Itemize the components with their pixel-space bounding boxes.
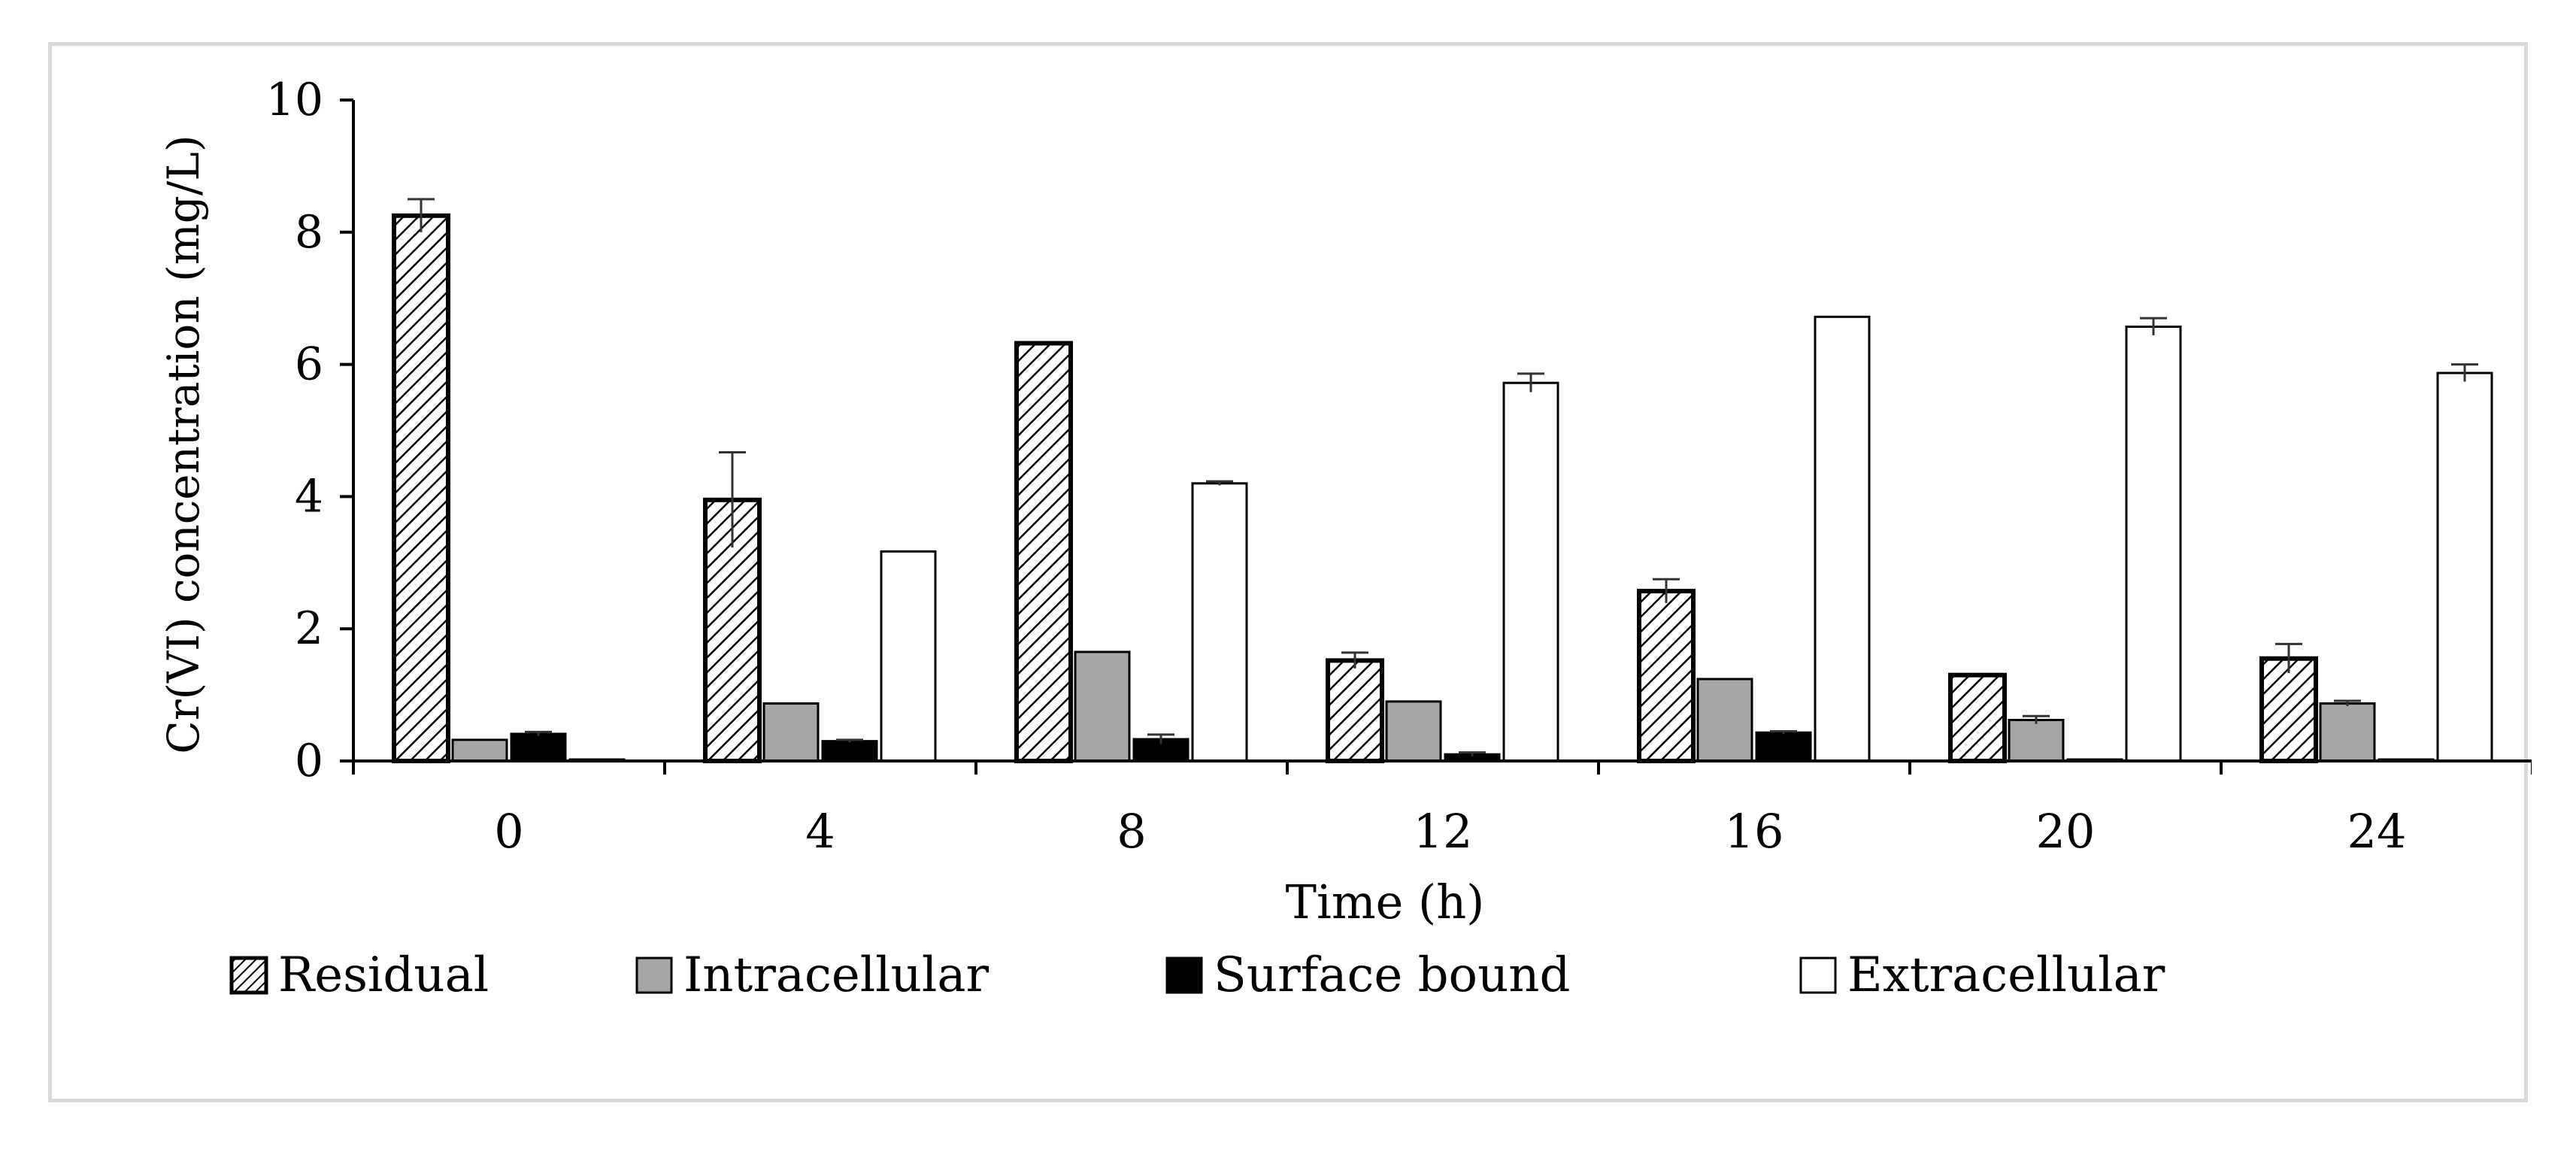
y-tick-label: 4 bbox=[295, 470, 323, 523]
bar-residual bbox=[392, 213, 450, 763]
legend-label: Residual bbox=[278, 947, 489, 1003]
y-tick-label: 2 bbox=[295, 602, 323, 655]
legend-swatch-residual bbox=[229, 956, 268, 995]
bar-extracellular bbox=[1502, 381, 1559, 762]
bar-surface-bound bbox=[510, 732, 567, 762]
bar-surface-bound bbox=[1755, 731, 1812, 762]
y-axis-label: Cr(VI) concentration (mg/L) bbox=[158, 135, 209, 753]
bar-intracellular bbox=[1074, 650, 1131, 762]
legend-label: Extracellular bbox=[1847, 947, 2165, 1003]
x-tick-label: 8 bbox=[1117, 804, 1146, 859]
bar-intracellular bbox=[1385, 700, 1442, 762]
chart-frame: 0 2 4 6 8 10 0 4 8 12 16 20 24 Cr(VI) concentration … bbox=[48, 42, 2532, 1102]
bar-extracellular bbox=[2436, 371, 2493, 762]
bar-residual bbox=[1014, 341, 1073, 763]
x-tick-label: 24 bbox=[2347, 804, 2407, 859]
bar-extracellular bbox=[880, 550, 937, 762]
bar-intracellular bbox=[451, 738, 508, 762]
legend-label: Intracellular bbox=[683, 947, 989, 1003]
x-tick-label: 16 bbox=[1725, 804, 1784, 859]
bar-extracellular bbox=[1191, 482, 1248, 762]
legend-swatch-intracellular bbox=[635, 956, 673, 994]
bar-residual bbox=[2259, 656, 2318, 763]
bar-intracellular bbox=[762, 702, 820, 762]
y-tick-label: 8 bbox=[295, 206, 323, 259]
legend-swatch-extracellular bbox=[1799, 956, 1837, 994]
bar-intracellular bbox=[2008, 719, 2065, 762]
legend-label: Surface bound bbox=[1214, 947, 1570, 1003]
x-tick-label: 12 bbox=[1414, 804, 1473, 859]
x-tick-label: 0 bbox=[494, 804, 523, 859]
bar-extracellular bbox=[2125, 325, 2182, 762]
bar-residual bbox=[1948, 672, 2007, 763]
bar-surface-bound bbox=[821, 740, 878, 762]
bar-residual bbox=[1326, 658, 1384, 764]
bar-residual bbox=[1637, 589, 1696, 763]
bar-extracellular bbox=[1814, 315, 1871, 762]
legend-swatch-surface-bound bbox=[1165, 956, 1203, 994]
bar-intracellular bbox=[2319, 702, 2376, 762]
x-axis-label: Time (h) bbox=[1286, 875, 1485, 929]
y-tick-label: 0 bbox=[295, 735, 323, 787]
y-tick-label: 6 bbox=[295, 338, 323, 391]
legend: Residual Intracellular Surface bound Extrac… bbox=[229, 947, 2165, 1003]
x-tick-label: 20 bbox=[2036, 804, 2096, 859]
y-tick-label: 10 bbox=[266, 74, 323, 126]
x-tick-label: 4 bbox=[805, 804, 835, 859]
bar-intracellular bbox=[1696, 678, 1753, 762]
